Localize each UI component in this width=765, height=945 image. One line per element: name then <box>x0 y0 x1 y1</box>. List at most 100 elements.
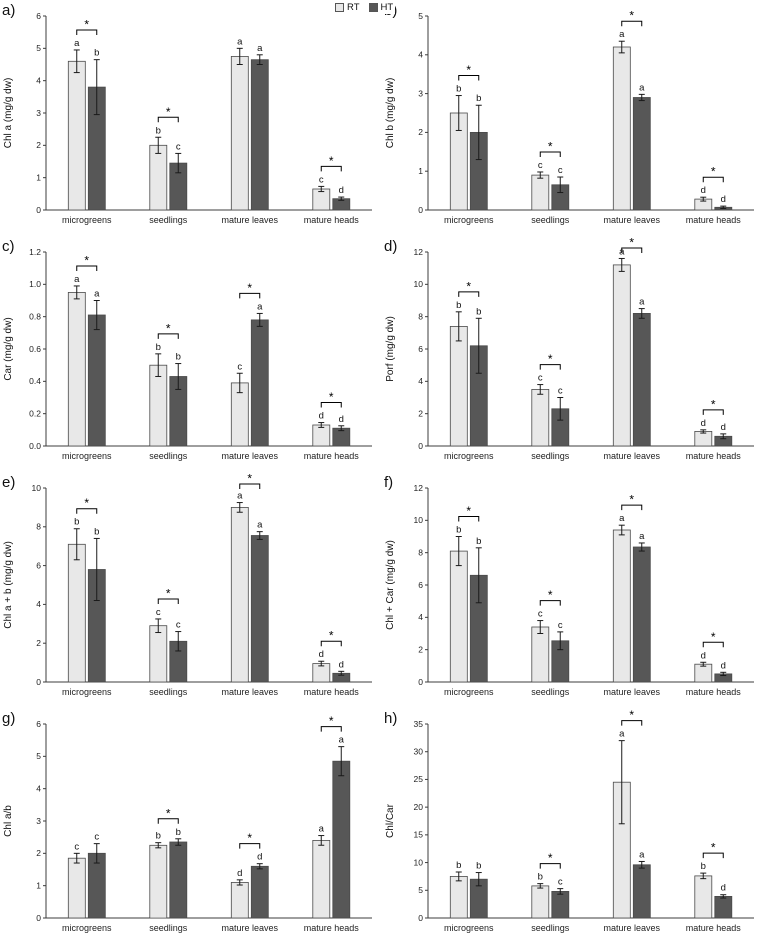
svg-text:*: * <box>711 165 716 179</box>
svg-text:c: c <box>176 620 181 631</box>
svg-text:c: c <box>319 174 324 185</box>
svg-text:mature leaves: mature leaves <box>603 687 660 697</box>
chart-panel-g: 0 1 2 3 4 5 6 microgreens c c seedlings b b * mature l… <box>0 708 382 944</box>
svg-text:3: 3 <box>418 88 423 98</box>
svg-text:a: a <box>619 729 625 740</box>
svg-text:microgreens: microgreens <box>62 923 112 933</box>
chart-panel-a: 0 1 2 3 4 5 6 microgreens a b * seedlings b c * mature … <box>0 0 382 236</box>
svg-text:12: 12 <box>414 247 424 257</box>
svg-text:c: c <box>94 832 99 843</box>
svg-text:*: * <box>84 253 89 267</box>
svg-text:d: d <box>339 185 344 196</box>
svg-text:mature heads: mature heads <box>304 451 360 461</box>
svg-text:a: a <box>237 36 243 47</box>
svg-text:2: 2 <box>418 644 423 654</box>
svg-text:25: 25 <box>414 774 424 784</box>
svg-text:Porf (mg/g dw): Porf (mg/g dw) <box>385 316 396 382</box>
svg-text:b: b <box>701 861 706 872</box>
svg-text:*: * <box>711 630 716 644</box>
svg-text:20: 20 <box>414 802 424 812</box>
svg-text:*: * <box>166 806 171 820</box>
svg-text:d: d <box>721 883 726 894</box>
svg-text:d): d) <box>384 238 397 255</box>
svg-text:*: * <box>84 17 89 31</box>
svg-text:c: c <box>558 165 563 176</box>
svg-text:a: a <box>257 301 263 312</box>
svg-text:5: 5 <box>418 11 423 21</box>
svg-text:*: * <box>548 352 553 366</box>
svg-text:mature leaves: mature leaves <box>603 215 660 225</box>
svg-text:*: * <box>166 321 171 335</box>
svg-text:a: a <box>639 82 645 93</box>
svg-text:mature heads: mature heads <box>304 215 360 225</box>
svg-text:c): c) <box>2 238 15 255</box>
svg-text:c: c <box>538 373 543 384</box>
svg-text:Chl a + b (mg/g dw): Chl a + b (mg/g dw) <box>3 541 14 629</box>
legend-item-ht: HT <box>368 2 393 13</box>
svg-text:a: a <box>639 849 645 860</box>
svg-text:0: 0 <box>418 205 423 215</box>
svg-text:seedlings: seedlings <box>149 215 188 225</box>
svg-text:0: 0 <box>418 441 423 451</box>
svg-text:b: b <box>94 48 99 59</box>
svg-text:0: 0 <box>418 913 423 923</box>
svg-text:mature heads: mature heads <box>686 215 742 225</box>
rt-swatch-icon <box>335 3 344 12</box>
bar-chart-b: 0 1 2 3 4 5 microgreens b b * seedlings c c * mature l… <box>384 2 754 225</box>
svg-text:*: * <box>548 139 553 153</box>
svg-text:2: 2 <box>36 140 41 150</box>
svg-text:*: * <box>329 714 334 728</box>
svg-text:microgreens: microgreens <box>62 451 112 461</box>
svg-text:mature heads: mature heads <box>304 687 360 697</box>
svg-text:4: 4 <box>418 376 423 386</box>
svg-text:b: b <box>456 525 461 536</box>
svg-text:b: b <box>456 84 461 95</box>
svg-text:*: * <box>466 504 471 518</box>
svg-text:1: 1 <box>418 166 423 176</box>
svg-text:8: 8 <box>36 522 41 532</box>
svg-text:Chl a (mg/g dw): Chl a (mg/g dw) <box>3 78 14 149</box>
svg-text:Chl + Car (mg/g dw): Chl + Car (mg/g dw) <box>385 540 396 630</box>
svg-text:2: 2 <box>418 408 423 418</box>
svg-text:c: c <box>156 607 161 618</box>
svg-text:a: a <box>639 531 645 542</box>
svg-text:b: b <box>476 306 481 317</box>
svg-text:0.2: 0.2 <box>29 408 41 418</box>
svg-text:mature leaves: mature leaves <box>221 687 278 697</box>
svg-text:6: 6 <box>36 560 41 570</box>
svg-text:1.0: 1.0 <box>29 279 41 289</box>
svg-text:10: 10 <box>32 483 42 493</box>
svg-text:microgreens: microgreens <box>444 923 494 933</box>
svg-text:0: 0 <box>36 205 41 215</box>
svg-text:4: 4 <box>418 50 423 60</box>
svg-text:mature leaves: mature leaves <box>221 451 278 461</box>
svg-text:c: c <box>176 141 181 152</box>
svg-text:3: 3 <box>36 816 41 826</box>
svg-text:d: d <box>339 659 344 670</box>
svg-text:1: 1 <box>36 880 41 890</box>
svg-text:d: d <box>721 194 726 205</box>
svg-text:*: * <box>711 397 716 411</box>
svg-text:Chl/Car: Chl/Car <box>385 803 396 838</box>
svg-text:4: 4 <box>36 599 41 609</box>
svg-text:5: 5 <box>418 885 423 895</box>
svg-text:b: b <box>456 300 461 311</box>
svg-text:mature leaves: mature leaves <box>221 215 278 225</box>
svg-text:*: * <box>247 281 252 295</box>
bar-chart-g: 0 1 2 3 4 5 6 microgreens c c seedlings b b * mature l… <box>2 710 372 933</box>
svg-text:*: * <box>548 588 553 602</box>
svg-text:g): g) <box>2 710 15 727</box>
svg-text:d: d <box>721 660 726 671</box>
bar-chart-d: 0 2 4 6 8 10 12 microgreens b b * seedlings c c * matur… <box>384 236 754 461</box>
svg-text:0.4: 0.4 <box>29 376 41 386</box>
svg-text:0: 0 <box>418 677 423 687</box>
svg-text:0: 0 <box>36 677 41 687</box>
svg-text:microgreens: microgreens <box>444 687 494 697</box>
svg-text:2: 2 <box>36 848 41 858</box>
legend-item-rt: RT <box>335 2 360 13</box>
svg-text:1.2: 1.2 <box>29 247 41 257</box>
bar-chart-a: 0 1 2 3 4 5 6 microgreens a b * seedlings b c * mature … <box>2 2 372 225</box>
svg-text:4: 4 <box>418 612 423 622</box>
svg-text:4: 4 <box>36 75 41 85</box>
